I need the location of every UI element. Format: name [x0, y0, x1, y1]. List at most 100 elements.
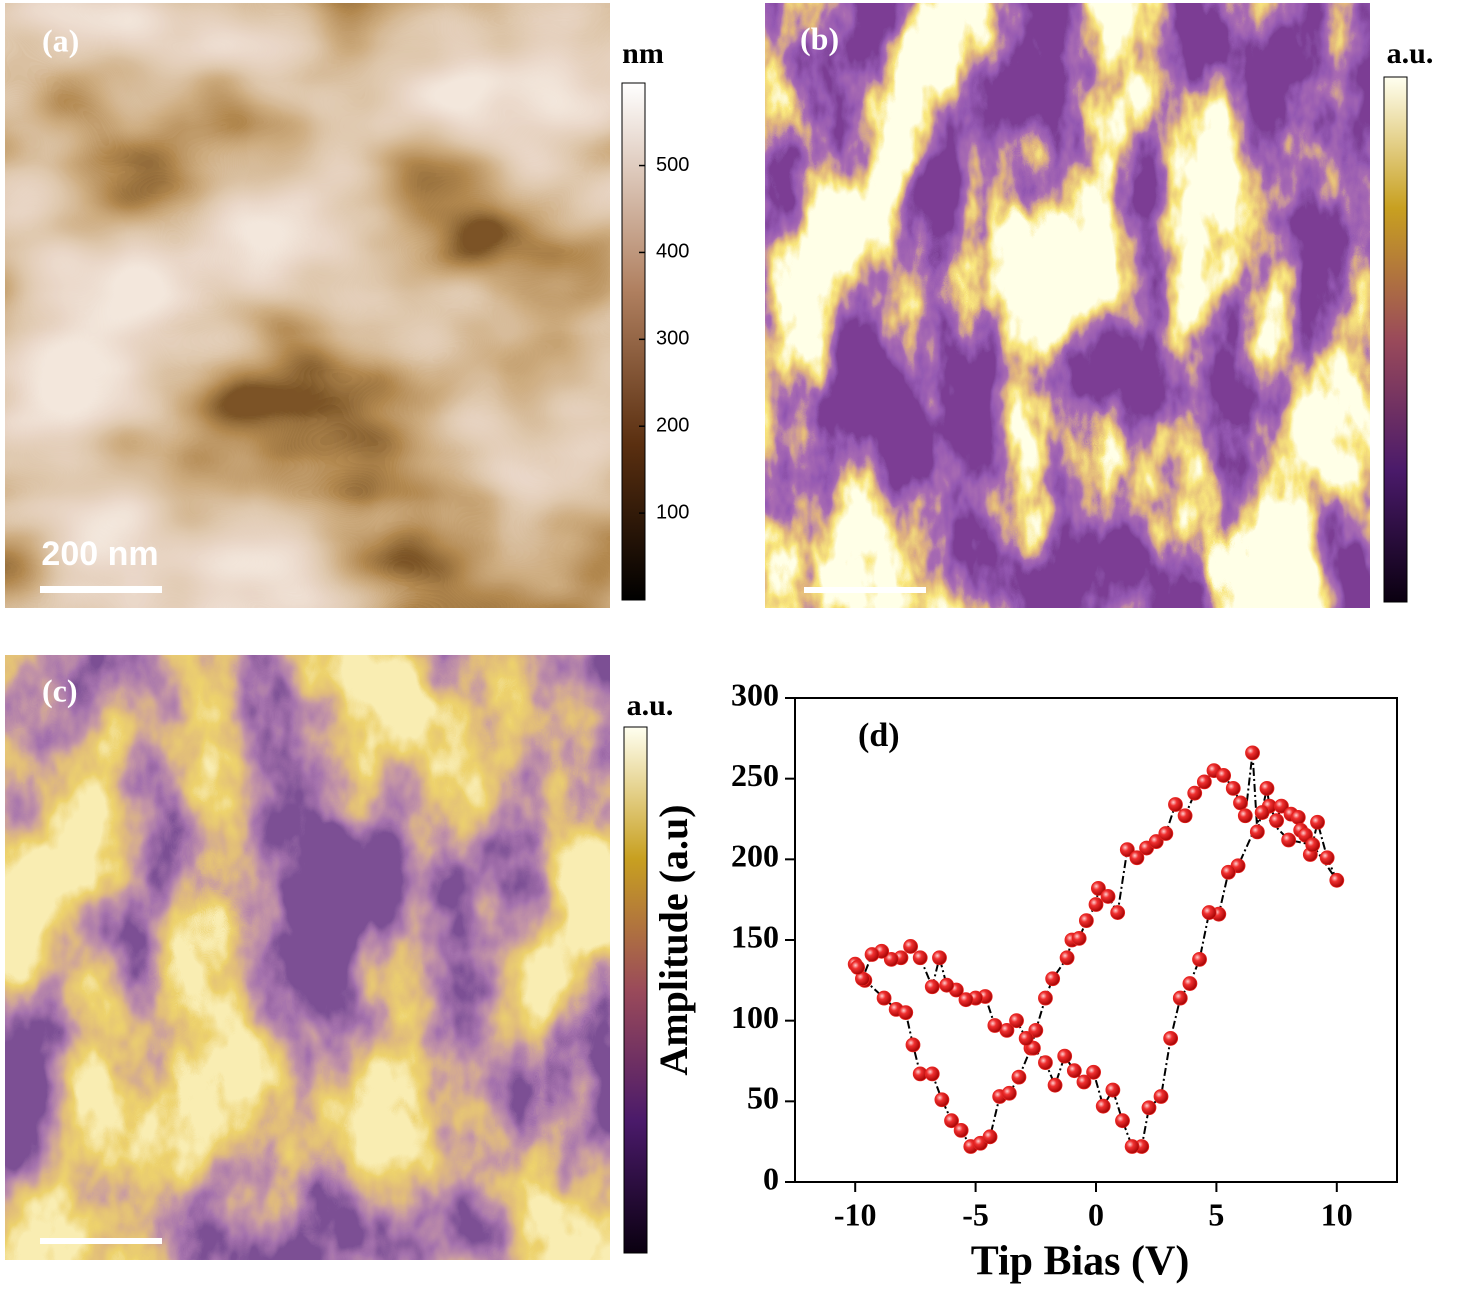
data-point [924, 979, 940, 995]
x-tick-label: -10 [834, 1196, 877, 1232]
colorbar-tick-label: 200 [656, 414, 689, 436]
data-point [864, 947, 880, 962]
data-point [958, 992, 974, 1008]
y-axis-title: Amplitude (a.u) [651, 804, 696, 1075]
data-point [1045, 971, 1061, 987]
data-point [1221, 864, 1236, 880]
data-point [1038, 1055, 1053, 1071]
data-point [1153, 1089, 1169, 1104]
data-point [1269, 813, 1284, 829]
colorbar-tick-label: 400 [656, 241, 689, 263]
data-point [1182, 976, 1198, 991]
data-point [1088, 897, 1104, 912]
colorbar [621, 82, 646, 601]
data-point [939, 977, 955, 993]
x-tick-label: 5 [1208, 1196, 1224, 1232]
data-point [1129, 850, 1145, 866]
plot-frame [794, 697, 1398, 1183]
panel-label: (c) [42, 672, 78, 708]
data-point [1172, 990, 1188, 1006]
data-point [1028, 1022, 1044, 1038]
data-point [1011, 1069, 1027, 1085]
data-point [1201, 905, 1217, 920]
data-point [1177, 808, 1193, 824]
data-point [1110, 905, 1126, 920]
data-point [1071, 930, 1087, 946]
y-tick-label: 250 [731, 757, 779, 793]
data-point [1192, 951, 1207, 967]
data-point [1158, 826, 1174, 841]
pfm-phase-image [5, 655, 610, 1260]
data-point [987, 1018, 1003, 1033]
scale-bar-label: 200 nm [41, 535, 158, 573]
data-point [1038, 990, 1053, 1006]
colorbar-tick-label: 300 [656, 328, 689, 350]
data-point [1086, 1064, 1101, 1080]
colorbar-title: a.u. [1387, 37, 1434, 70]
data-point [1095, 1098, 1111, 1114]
colorbar-title: a.u. [627, 689, 674, 722]
data-point [932, 950, 947, 966]
data-point [1310, 814, 1325, 830]
colorbar-tick-label: 500 [656, 154, 689, 176]
x-tick-label: 10 [1321, 1196, 1353, 1232]
data-point [953, 1122, 969, 1138]
y-tick-label: 50 [747, 1080, 779, 1116]
colorbar-tick-label: 100 [656, 501, 689, 523]
data-point [1274, 798, 1289, 814]
colorbar-title: nm [622, 37, 664, 70]
data-point [1001, 1085, 1017, 1101]
data-point [898, 1005, 914, 1020]
data-point [1163, 1031, 1179, 1046]
data-point [1115, 1113, 1130, 1129]
data-point [1259, 780, 1275, 796]
data-point [1225, 780, 1241, 796]
data-point [1066, 1063, 1082, 1079]
data-point [1078, 913, 1094, 929]
x-axis-title: Tip Bias (V) [971, 1239, 1190, 1285]
data-point [850, 960, 866, 975]
data-point [903, 939, 918, 954]
data-point [876, 990, 892, 1006]
data-point [1100, 889, 1116, 904]
x-tick-label: -5 [962, 1196, 989, 1232]
panel-label: (b) [800, 20, 839, 56]
data-point [1076, 1074, 1092, 1090]
y-tick-label: 100 [731, 999, 779, 1035]
data-point [1057, 1048, 1073, 1064]
data-point [924, 1066, 940, 1082]
y-tick-label: 200 [731, 838, 779, 874]
data-point [1047, 1077, 1063, 1093]
scale-bar [40, 586, 162, 593]
data-point [1119, 842, 1135, 858]
topography-image [5, 3, 610, 608]
data-point [1305, 837, 1321, 853]
data-point [1245, 745, 1260, 761]
data-point [1105, 1082, 1121, 1098]
data-point [1319, 850, 1335, 866]
panel-label: (d) [858, 717, 900, 754]
scale-bar [804, 587, 926, 593]
data-point [1091, 880, 1106, 896]
data-point [912, 950, 928, 966]
data-point [905, 1037, 921, 1053]
scale-bar [40, 1238, 162, 1244]
x-tick-label: 0 [1088, 1196, 1104, 1232]
data-point [934, 1092, 950, 1108]
data-point [1141, 1100, 1157, 1116]
data-point [1196, 774, 1212, 790]
data-point [1187, 785, 1203, 801]
y-tick-label: 150 [731, 918, 779, 954]
data-point [1329, 872, 1345, 888]
data-point [1059, 950, 1075, 966]
data-point [1254, 805, 1270, 820]
data-point [1018, 1031, 1034, 1046]
data-point [1148, 834, 1164, 849]
data-point [1168, 797, 1183, 812]
y-tick-label: 0 [763, 1160, 779, 1196]
data-point [1009, 1013, 1024, 1029]
data-point [944, 1113, 959, 1129]
data-point [1281, 832, 1297, 848]
data-point [982, 1129, 998, 1145]
